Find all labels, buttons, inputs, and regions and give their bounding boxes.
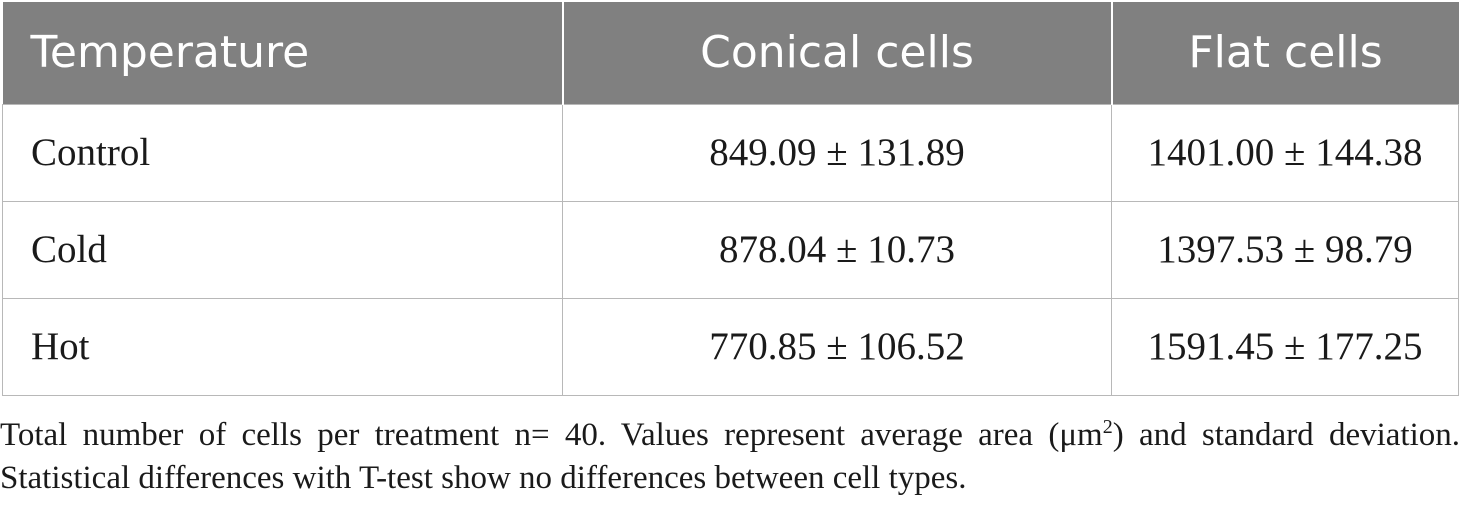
conical-value: 849.09 ± 131.89 [562,103,1112,202]
flat-value: 1401.00 ± 144.38 [1111,103,1459,202]
footnote-text-part1: Total number of cells per treatment n= 4… [0,417,1103,453]
conical-value: 770.85 ± 106.52 [562,297,1112,396]
flat-value: 1591.45 ± 177.25 [1111,297,1459,396]
row-label: Control [2,103,563,202]
row-label: Cold [2,200,563,299]
conical-value: 878.04 ± 10.73 [562,200,1112,299]
flat-value: 1397.53 ± 98.79 [1111,200,1459,299]
header-conical-cells: Conical cells [562,2,1113,104]
footnote-text-part2: ) and standard deviation. Statistical di… [0,417,1460,496]
footnote-superscript: 2 [1102,416,1113,438]
table-row: Hot 770.85 ± 106.52 1591.45 ± 177.25 [2,297,1459,396]
table-footnote: Total number of cells per treatment n= 4… [0,414,1460,500]
table-header-row: Temperature Conical cells Flat cells [2,2,1459,104]
row-label: Hot [2,297,563,396]
data-table-container: Temperature Conical cells Flat cells Con… [2,2,1459,396]
cell-area-table: Temperature Conical cells Flat cells Con… [2,2,1459,396]
header-flat-cells: Flat cells [1111,2,1459,104]
table-row: Control 849.09 ± 131.89 1401.00 ± 144.38 [2,103,1459,202]
header-temperature: Temperature [2,2,564,104]
table-row: Cold 878.04 ± 10.73 1397.53 ± 98.79 [2,200,1459,299]
